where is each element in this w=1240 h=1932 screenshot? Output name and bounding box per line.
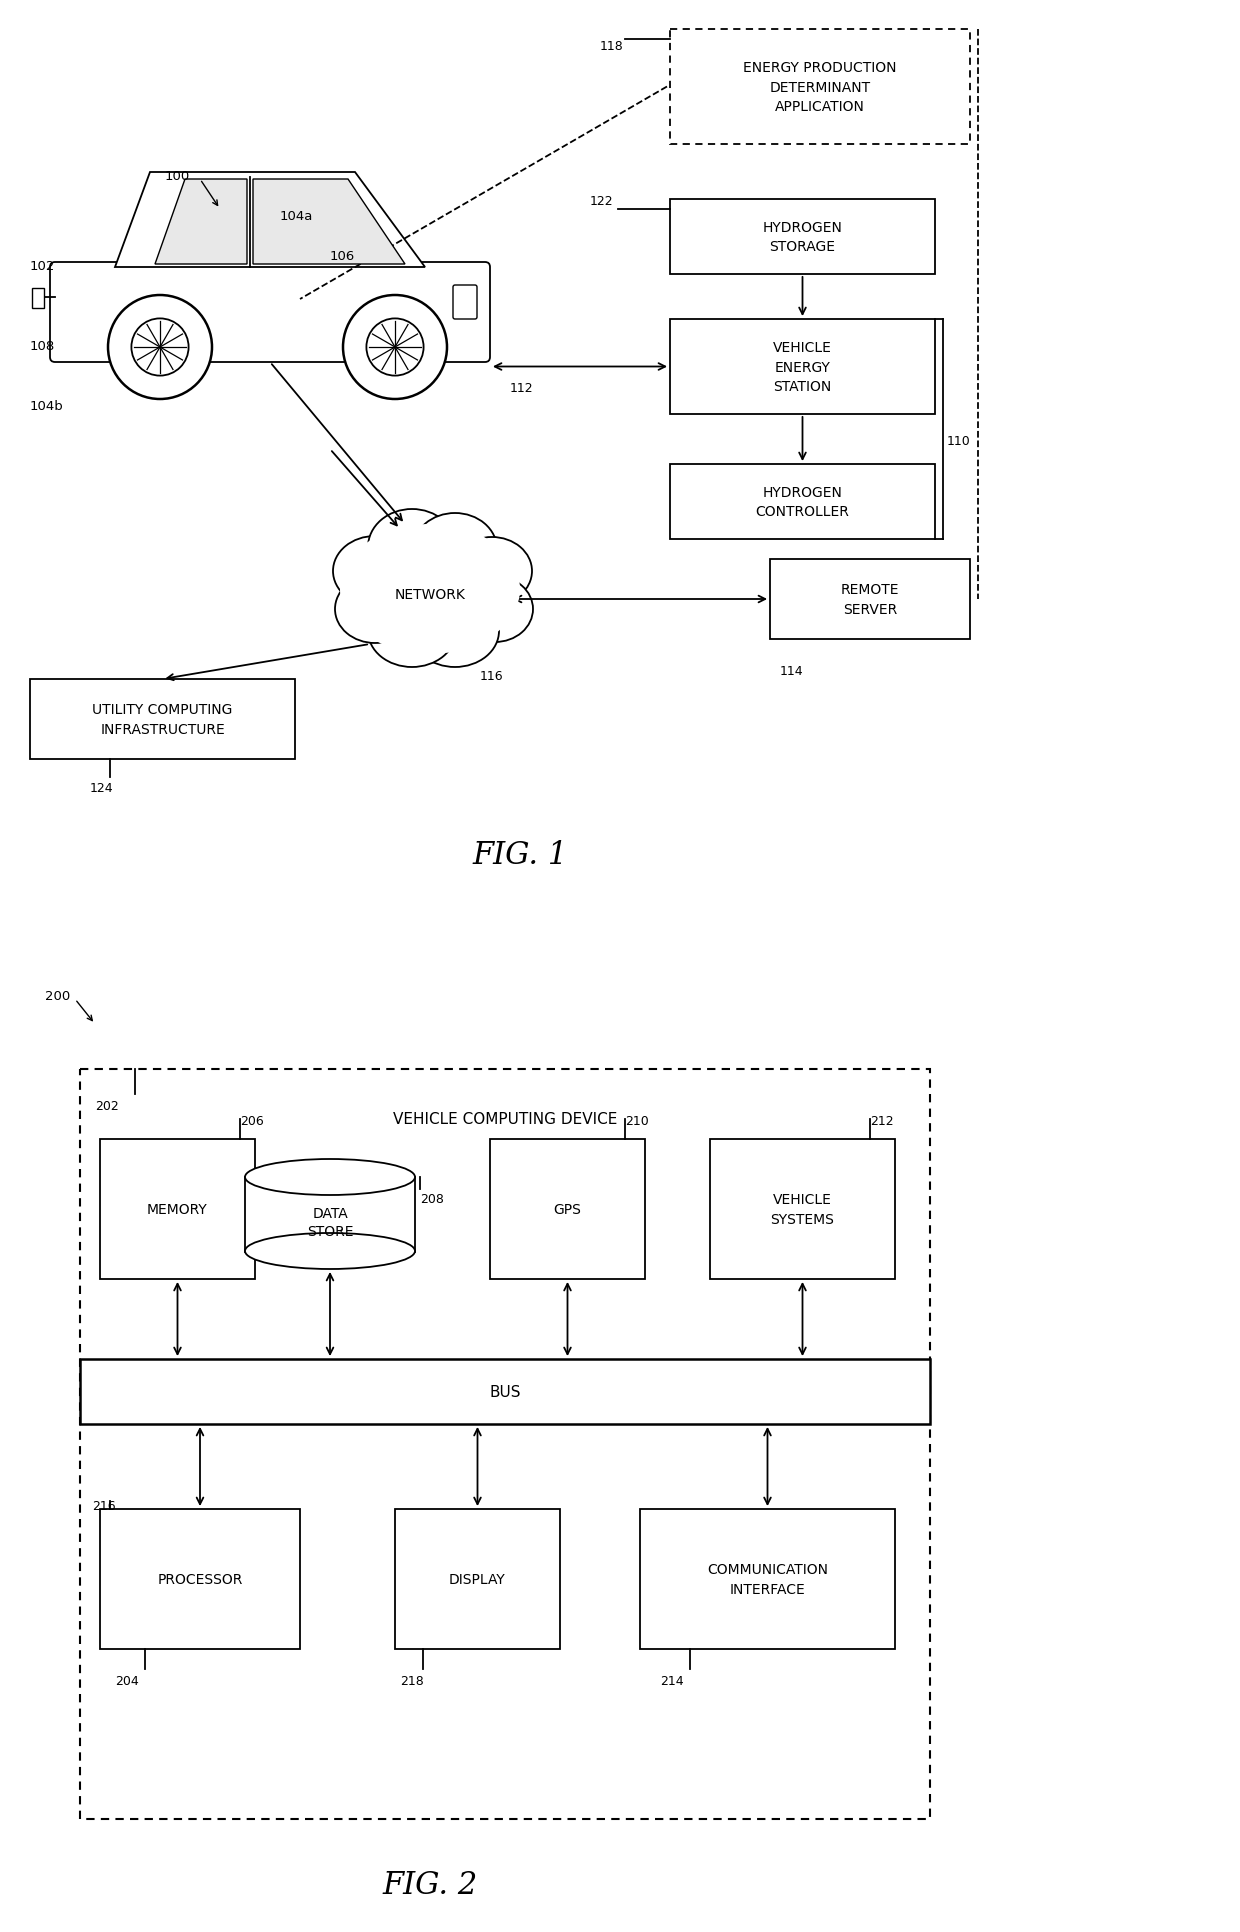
Ellipse shape bbox=[453, 537, 532, 607]
Ellipse shape bbox=[368, 510, 456, 585]
FancyBboxPatch shape bbox=[50, 263, 490, 363]
Text: 206: 206 bbox=[241, 1115, 264, 1128]
Text: 116: 116 bbox=[480, 670, 503, 682]
Text: 216: 216 bbox=[92, 1499, 115, 1513]
Text: DISPLAY: DISPLAY bbox=[449, 1573, 506, 1586]
Bar bbox=[670, 31, 970, 145]
Bar bbox=[30, 680, 295, 759]
Bar bbox=[640, 1509, 895, 1650]
Polygon shape bbox=[155, 180, 247, 265]
Circle shape bbox=[131, 319, 188, 377]
Text: 208: 208 bbox=[420, 1192, 444, 1206]
Text: MEMORY: MEMORY bbox=[148, 1202, 208, 1217]
Bar bbox=[670, 321, 935, 415]
Ellipse shape bbox=[410, 595, 498, 668]
Text: 102: 102 bbox=[30, 261, 56, 272]
Text: VEHICLE
SYSTEMS: VEHICLE SYSTEMS bbox=[770, 1192, 835, 1227]
Text: HYDROGEN
CONTROLLER: HYDROGEN CONTROLLER bbox=[755, 485, 849, 520]
Text: BUS: BUS bbox=[490, 1385, 521, 1399]
FancyBboxPatch shape bbox=[32, 290, 43, 309]
Circle shape bbox=[108, 296, 212, 400]
Bar bbox=[490, 1140, 645, 1279]
Text: FIG. 1: FIG. 1 bbox=[472, 840, 568, 871]
Text: DATA
STORE: DATA STORE bbox=[306, 1206, 353, 1238]
Polygon shape bbox=[115, 172, 425, 269]
Text: 104b: 104b bbox=[30, 400, 63, 413]
Bar bbox=[711, 1140, 895, 1279]
Circle shape bbox=[343, 296, 446, 400]
Text: 210: 210 bbox=[625, 1115, 649, 1128]
Text: 204: 204 bbox=[115, 1675, 139, 1687]
Bar bbox=[81, 1360, 930, 1424]
Bar bbox=[670, 466, 935, 539]
Text: 114: 114 bbox=[780, 665, 804, 678]
Text: 214: 214 bbox=[660, 1675, 683, 1687]
Text: 120: 120 bbox=[485, 578, 508, 591]
Ellipse shape bbox=[246, 1233, 415, 1269]
Ellipse shape bbox=[458, 576, 533, 643]
Text: PROCESSOR: PROCESSOR bbox=[157, 1573, 243, 1586]
Text: 124: 124 bbox=[91, 782, 114, 794]
Text: GPS: GPS bbox=[553, 1202, 582, 1217]
Text: 200: 200 bbox=[45, 989, 71, 1003]
Bar bbox=[670, 199, 935, 274]
Text: 202: 202 bbox=[95, 1099, 119, 1113]
Text: VEHICLE COMPUTING DEVICE: VEHICLE COMPUTING DEVICE bbox=[393, 1113, 618, 1126]
Text: NETWORK: NETWORK bbox=[394, 587, 465, 601]
Bar bbox=[100, 1140, 255, 1279]
Bar bbox=[81, 1070, 930, 1820]
Text: 100: 100 bbox=[165, 170, 190, 184]
Polygon shape bbox=[253, 180, 405, 265]
FancyBboxPatch shape bbox=[453, 286, 477, 321]
Text: 218: 218 bbox=[401, 1675, 424, 1687]
Text: REMOTE
SERVER: REMOTE SERVER bbox=[841, 583, 899, 616]
Ellipse shape bbox=[413, 514, 497, 585]
Ellipse shape bbox=[368, 595, 456, 668]
Ellipse shape bbox=[340, 526, 520, 655]
Ellipse shape bbox=[335, 576, 415, 643]
Text: COMMUNICATION
INTERFACE: COMMUNICATION INTERFACE bbox=[707, 1563, 828, 1596]
Text: 104a: 104a bbox=[280, 211, 314, 222]
Text: 212: 212 bbox=[870, 1115, 894, 1128]
Text: 122: 122 bbox=[590, 195, 614, 209]
Text: 118: 118 bbox=[600, 41, 624, 52]
Text: 106: 106 bbox=[330, 249, 355, 263]
Text: 112: 112 bbox=[510, 383, 533, 396]
Bar bbox=[396, 1509, 560, 1650]
Bar bbox=[770, 560, 970, 639]
Text: 108: 108 bbox=[30, 340, 56, 354]
Circle shape bbox=[366, 319, 424, 377]
Text: VEHICLE
ENERGY
STATION: VEHICLE ENERGY STATION bbox=[773, 340, 832, 394]
Bar bbox=[246, 1177, 415, 1252]
Ellipse shape bbox=[246, 1159, 415, 1196]
Bar bbox=[100, 1509, 300, 1650]
Text: ENERGY PRODUCTION
DETERMINANT
APPLICATION: ENERGY PRODUCTION DETERMINANT APPLICATIO… bbox=[743, 62, 897, 114]
Ellipse shape bbox=[334, 537, 417, 607]
Text: HYDROGEN
STORAGE: HYDROGEN STORAGE bbox=[763, 220, 842, 255]
Text: FIG. 2: FIG. 2 bbox=[382, 1868, 477, 1899]
Text: 110: 110 bbox=[947, 435, 971, 448]
Text: UTILITY COMPUTING
INFRASTRUCTURE: UTILITY COMPUTING INFRASTRUCTURE bbox=[92, 703, 233, 736]
